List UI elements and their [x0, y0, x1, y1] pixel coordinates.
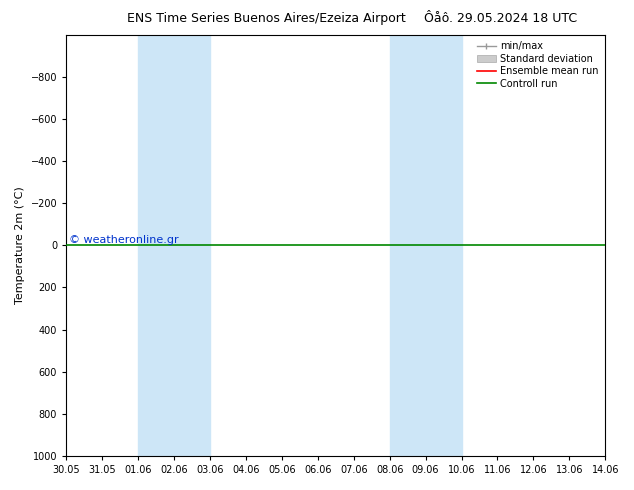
Bar	[138, 35, 210, 456]
Y-axis label: Temperature 2m (°C): Temperature 2m (°C)	[15, 186, 25, 304]
Text: Ôåô. 29.05.2024 18 UTC: Ôåô. 29.05.2024 18 UTC	[424, 12, 578, 25]
Bar	[390, 35, 462, 456]
Text: ENS Time Series Buenos Aires/Ezeiza Airport: ENS Time Series Buenos Aires/Ezeiza Airp…	[127, 12, 406, 25]
Legend: min/max, Standard deviation, Ensemble mean run, Controll run: min/max, Standard deviation, Ensemble me…	[475, 40, 600, 91]
Text: © weatheronline.gr: © weatheronline.gr	[69, 235, 179, 245]
